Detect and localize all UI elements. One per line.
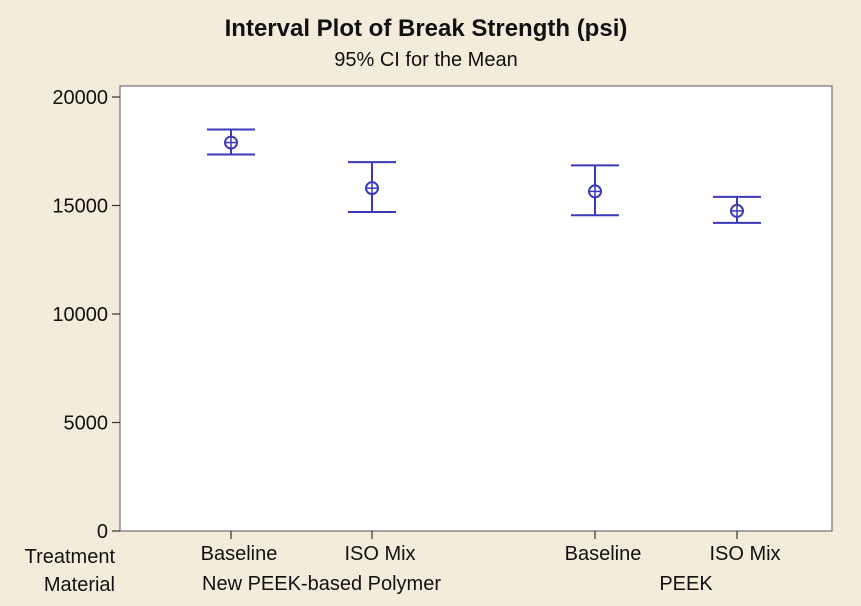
interval-series	[207, 128, 761, 224]
x-row-label-material: Material	[44, 574, 115, 596]
chart-subtitle: 95% CI for the Mean	[334, 49, 517, 71]
y-tick-label: 15000	[52, 196, 108, 218]
x-axis: Baseline ISO Mix New PEEK-based Polymer Bas…	[201, 531, 781, 595]
x-group-label: PEEK	[659, 573, 713, 595]
chart-title: Interval Plot of Break Strength (psi)	[225, 15, 628, 42]
y-tick-label: 10000	[52, 304, 108, 326]
x-group-label: New PEEK-based Polymer	[202, 573, 441, 595]
x-tick-label: ISO Mix	[709, 543, 780, 565]
x-tick-label: Baseline	[565, 543, 642, 565]
y-axis: 0 5000 10000 15000 20000	[52, 87, 120, 543]
y-tick-label: 0	[97, 521, 108, 543]
y-tick-label: 20000	[52, 87, 108, 109]
y-tick-label: 5000	[64, 413, 109, 435]
x-tick-label: ISO Mix	[344, 543, 415, 565]
x-row-label-treatment: Treatment	[25, 546, 116, 568]
x-tick-label: Baseline	[201, 543, 278, 565]
plot-area	[119, 85, 833, 532]
